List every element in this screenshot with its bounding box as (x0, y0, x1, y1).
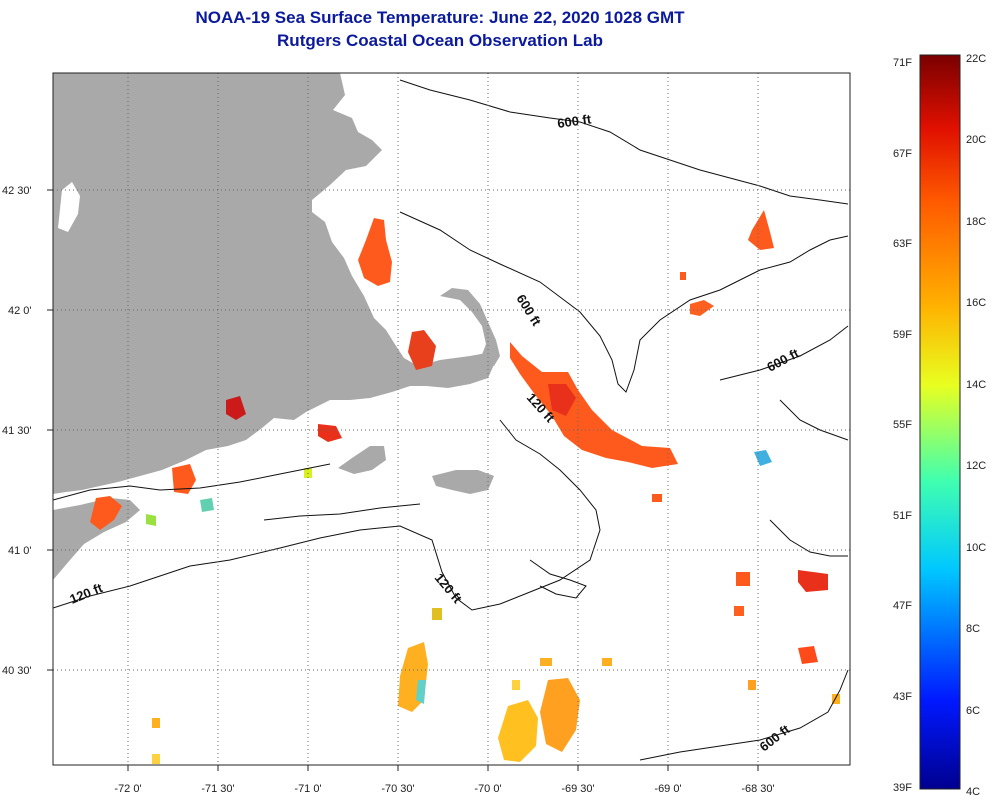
sst-patch (90, 496, 122, 530)
sst-patch (432, 608, 442, 620)
colorbar-f-label: 63F (893, 238, 912, 250)
contour-600ft (769, 519, 848, 557)
sst-patch (540, 658, 552, 666)
colorbar-celsius-labels: 22C 20C 18C 16C 14C 12C 10C 8C 6C 4C (966, 53, 986, 798)
lat-label: 42 0' (8, 305, 32, 317)
colorbar-f-label: 47F (893, 600, 912, 612)
sst-patch (408, 330, 436, 370)
sst-patch (602, 658, 612, 666)
colorbar-f-label: 39F (893, 782, 912, 794)
sst-patch (548, 384, 576, 416)
sst-patch (798, 646, 818, 664)
graticule (53, 73, 850, 765)
lat-label: 42 30' (2, 185, 32, 197)
sst-patch (540, 678, 580, 752)
sst-patch (146, 514, 156, 526)
sst-patch (748, 210, 774, 250)
lat-label: 41 0' (8, 545, 32, 557)
sst-patch (318, 424, 342, 442)
contour-600ft (399, 79, 849, 205)
land-lake (58, 182, 80, 232)
contour-120ft (529, 559, 587, 599)
sst-patch (416, 680, 426, 704)
contour-120ft (53, 419, 601, 611)
colorbar-c-label: 10C (966, 542, 986, 554)
sst-patch (798, 570, 828, 592)
lon-label: -69 30' (561, 783, 594, 795)
sst-patch (498, 700, 538, 762)
sst-patch (652, 494, 662, 502)
colorbar-c-label: 4C (966, 786, 980, 798)
colorbar-c-label: 20C (966, 134, 986, 146)
map-frame (52, 72, 851, 766)
contour-600ft (779, 399, 849, 441)
land-nantucket (432, 470, 494, 494)
contour-120ft (53, 463, 331, 501)
sst-patch (152, 754, 160, 764)
sst-patch (680, 272, 686, 280)
sst-patch (358, 218, 392, 286)
bathymetry-contours (53, 79, 849, 761)
sst-patch (736, 572, 750, 586)
lon-label: -71 0' (294, 783, 321, 795)
lon-label: -70 0' (474, 783, 501, 795)
sst-patch (734, 606, 744, 616)
sst-patch (172, 464, 196, 494)
colorbar-c-label: 14C (966, 379, 986, 391)
colorbar-c-label: 22C (966, 53, 986, 65)
lat-label: 41 30' (2, 425, 32, 437)
sst-patch (200, 498, 214, 512)
colorbar-c-label: 18C (966, 216, 986, 228)
colorbar-c-label: 12C (966, 460, 986, 472)
lon-label: -70 30' (381, 783, 414, 795)
frame-ticks (47, 189, 759, 771)
lon-label: -71 30' (201, 783, 234, 795)
map-title: NOAA-19 Sea Surface Temperature: June 22… (195, 8, 685, 27)
land-long-island-tip (53, 498, 140, 580)
map-subtitle: Rutgers Coastal Ocean Observation Lab (277, 31, 603, 50)
colorbar (919, 54, 961, 790)
sst-patches (90, 210, 840, 764)
contour-label: 600 ft (556, 111, 592, 131)
lon-label: -68 30' (741, 783, 774, 795)
lon-label: -72 0' (114, 783, 141, 795)
lon-label: -69 0' (654, 783, 681, 795)
sst-patch (226, 396, 246, 420)
contour-600ft (399, 211, 849, 393)
contour-600ft (639, 669, 849, 761)
sst-patch (512, 680, 520, 690)
colorbar-c-label: 16C (966, 297, 986, 309)
contour-600ft (719, 325, 849, 381)
colorbar-f-label: 67F (893, 148, 912, 160)
land-mainland (53, 73, 496, 494)
colorbar-f-label: 51F (893, 510, 912, 522)
colorbar-f-label: 71F (893, 57, 912, 69)
colorbar-f-label: 55F (893, 419, 912, 431)
sst-patch (690, 300, 714, 316)
sst-patch (152, 718, 160, 728)
colorbar-f-label: 43F (893, 691, 912, 703)
land-marthas-vineyard (338, 446, 386, 474)
sst-patch (748, 680, 756, 690)
land-cape-cod (440, 288, 500, 366)
colorbar-f-label: 59F (893, 329, 912, 341)
sst-patch (510, 342, 678, 468)
lat-label: 40 30' (2, 665, 32, 677)
colorbar-c-label: 8C (966, 623, 980, 635)
contour-120ft (263, 503, 421, 521)
colorbar-c-label: 6C (966, 705, 980, 717)
colorbar-fahrenheit-labels: 71F 67F 63F 59F 55F 51F 47F 43F 39F (893, 57, 912, 794)
